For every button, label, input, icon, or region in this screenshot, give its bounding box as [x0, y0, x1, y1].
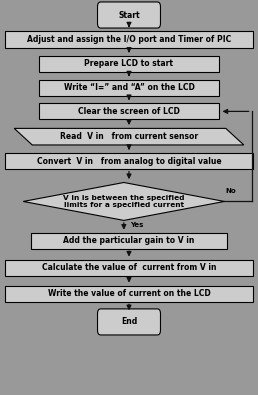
FancyBboxPatch shape — [98, 309, 160, 335]
Text: No: No — [225, 188, 236, 194]
Text: Adjust and assign the I/O port and Timer of PIC: Adjust and assign the I/O port and Timer… — [27, 35, 231, 44]
Text: Yes: Yes — [130, 222, 144, 228]
Bar — [39, 103, 219, 119]
Bar — [5, 153, 253, 169]
Text: Add the particular gain to V in: Add the particular gain to V in — [63, 237, 195, 245]
Polygon shape — [23, 182, 224, 220]
Bar — [5, 31, 253, 48]
Bar — [31, 233, 227, 249]
Polygon shape — [14, 128, 244, 145]
Text: Prepare LCD to start: Prepare LCD to start — [85, 60, 173, 68]
Bar — [39, 80, 219, 96]
Text: Write “I=” and “A” on the LCD: Write “I=” and “A” on the LCD — [63, 83, 195, 92]
Text: Read  V in   from current sensor: Read V in from current sensor — [60, 132, 198, 141]
Text: Clear the screen of LCD: Clear the screen of LCD — [78, 107, 180, 116]
Text: Calculate the value of  current from V in: Calculate the value of current from V in — [42, 263, 216, 272]
Text: V in is between the specified
limits for a specified current: V in is between the specified limits for… — [63, 195, 184, 208]
Text: Start: Start — [118, 11, 140, 19]
FancyBboxPatch shape — [98, 2, 160, 28]
Text: Write the value of current on the LCD: Write the value of current on the LCD — [48, 290, 210, 298]
Bar — [5, 286, 253, 302]
Bar — [39, 56, 219, 72]
Bar — [5, 260, 253, 276]
Text: End: End — [121, 318, 137, 326]
Text: Convert  V in   from analog to digital value: Convert V in from analog to digital valu… — [37, 157, 221, 166]
